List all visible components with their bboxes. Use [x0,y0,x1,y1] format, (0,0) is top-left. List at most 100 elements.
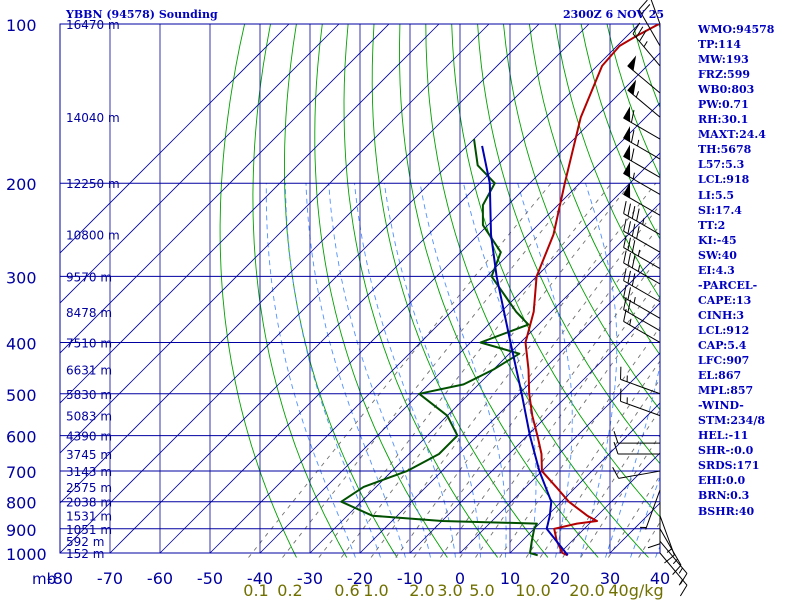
isotherm-line [559,452,660,554]
mixing-ratio-label: 40g/kg [608,581,663,600]
height-label: 152 m [66,547,104,561]
wind-barb [613,441,660,455]
temperature-tick-label: -20 [347,569,373,588]
isotherm-line [60,24,490,454]
mixing-ratio-line [638,521,660,558]
height-label: 12250 m [66,177,120,191]
height-label: 5083 m [66,410,112,424]
dry-adiabat-line [451,24,660,518]
height-label: 4390 m [66,430,112,444]
height-label: 1531 m [66,510,112,524]
wind-barb [623,308,661,343]
index-item: LCL:912 [698,323,750,337]
pressure-tick-label: 500 [6,386,37,405]
index-item: EHI:0.0 [698,474,746,488]
temperature-tick-label: -60 [147,569,173,588]
diagram-background-lines [60,24,660,558]
isotherm-line [60,24,390,354]
index-item: HEL:-11 [698,429,749,443]
height-label: 9570 m [66,270,112,284]
index-item: EL:867 [698,369,742,383]
pressure-tick-label: 900 [6,521,37,540]
isotherm-line [509,402,660,554]
dry-adiabat-line [425,24,649,558]
index-item: SRDS:171 [698,459,760,473]
mixing-ratio-label: 3.0 [437,581,462,600]
station-title: YBBN (94578) Sounding [66,8,218,21]
mixing-ratio-label: 20.0 [569,581,605,600]
isotherm-line [159,52,660,554]
temperature-tick-label: 40 [650,569,670,588]
height-label: 8478 m [66,306,112,320]
wind-barb [638,0,661,47]
index-item: WMO:94578 [698,23,775,36]
index-item: CINH:3 [698,308,745,322]
wind-barb [627,79,661,118]
mixing-ratio-line [608,474,660,558]
height-label: 14040 m [66,111,120,125]
height-label: 592 m [66,535,104,549]
index-item: FRZ:599 [698,68,751,82]
index-item: CAP:5.4 [698,338,747,352]
wind-barb [623,161,661,195]
pressure-tick-label: 300 [6,268,37,287]
moist-adiabat-line [265,183,356,558]
dry-adiabat-line [219,24,297,558]
wind-barb [613,431,660,444]
height-label: 3143 m [66,465,112,479]
mixing-ratio-label: 5.0 [469,581,494,600]
index-item: LI:5.5 [698,188,735,202]
isotherm-line [60,24,440,404]
isotherm-line [209,102,660,554]
parcel-trace [481,145,569,556]
wind-barb [620,388,661,417]
index-item: -WIND- [698,399,744,413]
mixing-ratio-label: 0.1 [243,581,268,600]
mixing-ratio-line [499,326,660,558]
isotherm-line [60,24,290,254]
mixing-ratio-line [539,378,660,558]
dry-adiabat-line [580,24,660,240]
mixing-ratio-line [580,434,660,558]
pressure-tick-label: 100 [6,16,37,35]
mixing-ratio-label: 0.6 [334,581,359,600]
wind-barb [623,297,661,332]
temperature-tick-label: 0 [455,569,465,588]
isotherm-line [109,24,640,554]
dry-adiabat-line [343,24,498,558]
mixing-ratio-line [248,182,552,558]
isotherm-line [60,24,590,554]
index-item: MPL:857 [698,384,754,398]
pressure-tick-label: 700 [6,463,37,482]
height-label: 2575 m [66,481,112,495]
mixing-ratio-line [413,224,660,558]
index-item: KI:-45 [698,233,737,247]
index-item: LFC:907 [698,354,750,368]
wind-barb [639,489,661,530]
dry-adiabat-line [371,24,549,558]
wind-barb [623,268,661,303]
dry-adiabat-line [314,24,448,558]
dewpoint-trace [340,138,538,557]
mixing-ratio-line [475,296,660,558]
isobar-isotherm-grid [59,23,661,554]
index-item: EI:4.3 [698,263,735,277]
temperature-tick-label: -80 [47,569,73,588]
height-label: 16470 m [66,18,120,32]
wind-barb [623,284,661,319]
wind-barb [623,144,661,178]
temperature-tick-label: -40 [247,569,273,588]
temperature-tick-label: -70 [97,569,123,588]
isotherm-line [409,302,660,554]
mixing-ratio-line [370,182,657,558]
pressure-tick-label: 600 [6,428,37,447]
index-item: RH:30.1 [698,113,749,127]
index-item: SHR-:0.0 [698,444,754,458]
moist-adiabat-line [284,183,381,558]
plot-frame [59,23,661,554]
wind-barb [623,218,661,253]
index-item: TT:2 [698,218,726,232]
mixing-ratio-line [562,409,660,558]
